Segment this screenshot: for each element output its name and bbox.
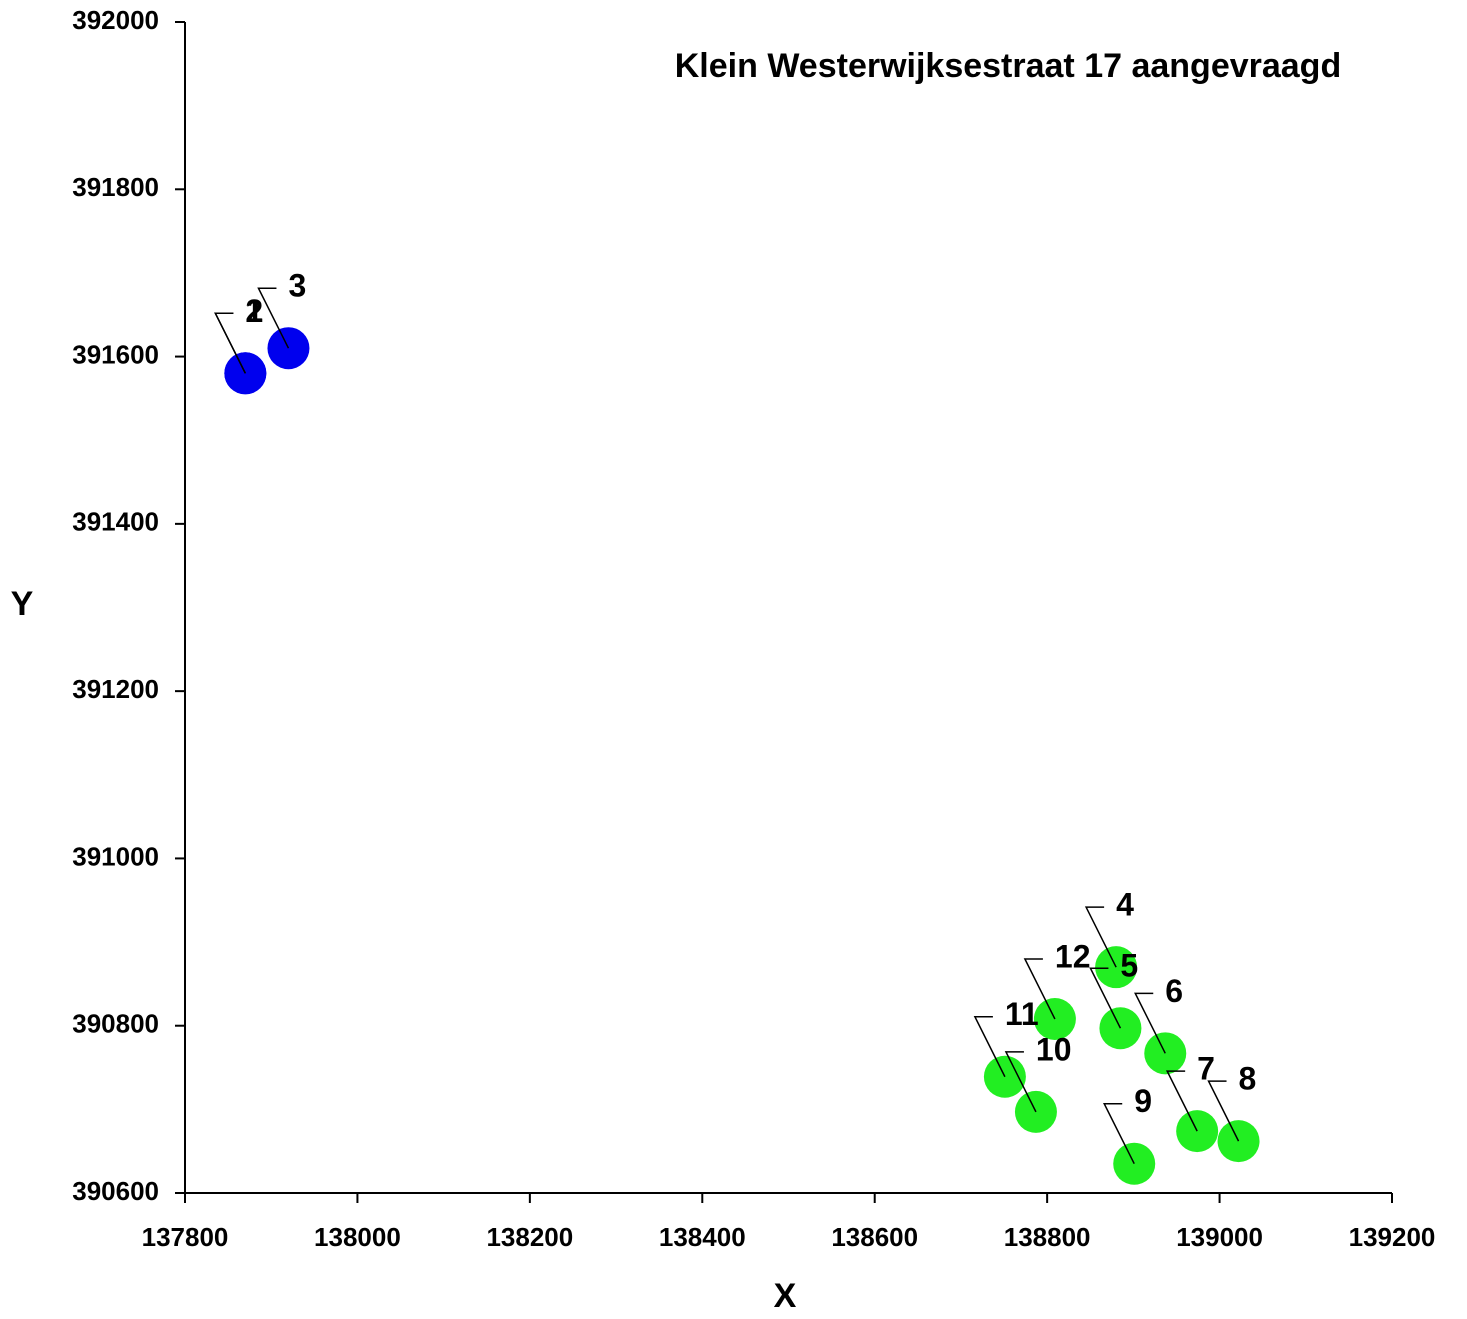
leader-line: [973, 1015, 1006, 1078]
y-tick-label: 390600: [72, 1176, 159, 1206]
leader-line: [1165, 1070, 1198, 1132]
x-tick-label: 137800: [142, 1222, 229, 1252]
leader-line: [1084, 906, 1117, 968]
point-label: 5: [1120, 948, 1138, 984]
x-tick-label: 138000: [314, 1222, 401, 1252]
y-tick-label: 391200: [72, 674, 159, 704]
point-label: 1: [245, 293, 263, 329]
leader-line: [1103, 1102, 1135, 1165]
point-label: 9: [1134, 1083, 1152, 1119]
point-label: 10: [1036, 1031, 1072, 1067]
point-label: 12: [1055, 938, 1091, 974]
y-tick-label: 391000: [72, 841, 159, 871]
point-label: 2: [245, 293, 263, 329]
x-tick-label: 138600: [831, 1222, 918, 1252]
leader-line: [257, 287, 290, 349]
point-label: 6: [1165, 973, 1183, 1009]
leader-line: [1023, 958, 1056, 1020]
x-tick-label: 139200: [1349, 1222, 1436, 1252]
point-label: 3: [288, 268, 306, 304]
chart-title: Klein Westerwijksestraat 17 aangevraagd: [675, 47, 1341, 85]
point-label: 4: [1116, 887, 1134, 923]
y-tick-label: 391800: [72, 172, 159, 202]
y-tick-label: 391400: [72, 507, 159, 537]
leader-line: [214, 312, 247, 374]
x-axis-label: X: [774, 1277, 797, 1315]
y-tick-label: 392000: [72, 5, 159, 35]
y-axis-label: Y: [11, 585, 34, 623]
y-tick-label: 390800: [72, 1009, 159, 1039]
x-tick-label: 138400: [659, 1222, 746, 1252]
leader-line: [1004, 1051, 1037, 1113]
x-tick-label: 138200: [486, 1222, 573, 1252]
x-tick-label: 138800: [1004, 1222, 1091, 1252]
y-tick-label: 391600: [72, 339, 159, 369]
point-label: 8: [1239, 1061, 1257, 1097]
point-label: 7: [1197, 1051, 1215, 1087]
x-tick-label: 139000: [1176, 1222, 1263, 1252]
leader-line: [1134, 992, 1166, 1054]
leader-line: [1089, 967, 1122, 1029]
leader-line: [1207, 1080, 1240, 1142]
point-label: 11: [1005, 996, 1039, 1032]
